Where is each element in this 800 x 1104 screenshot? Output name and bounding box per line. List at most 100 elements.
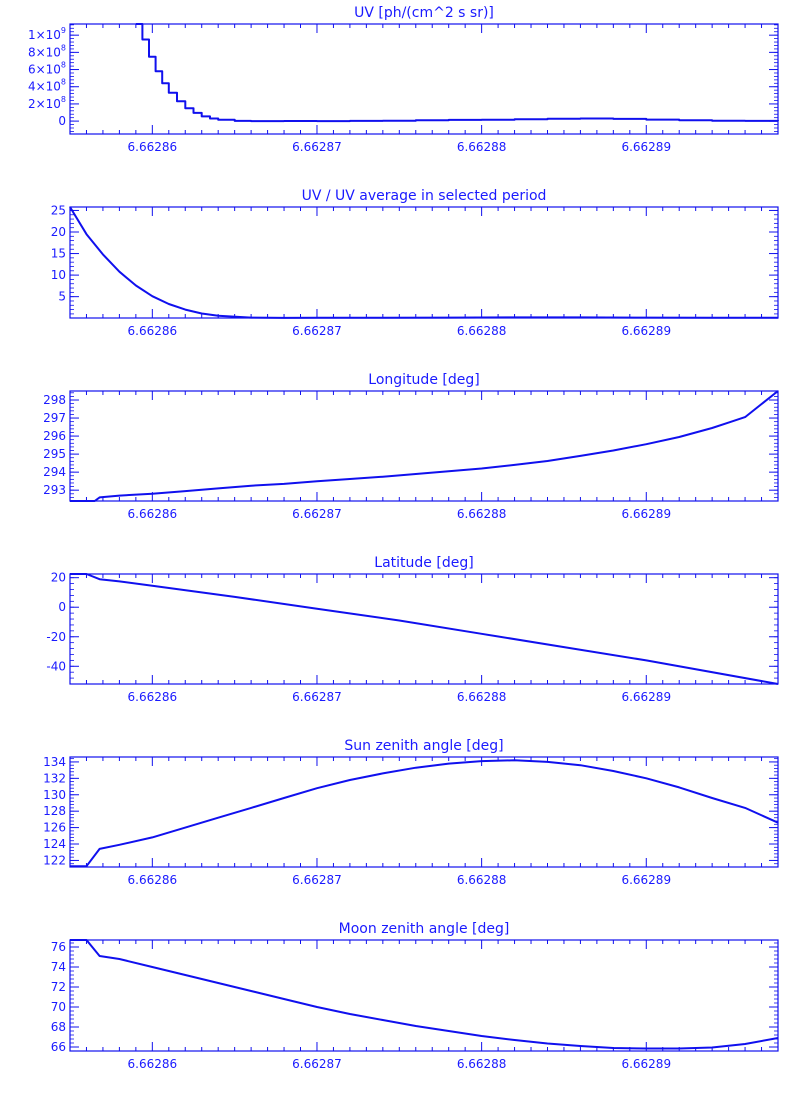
y-tick-label: 126: [43, 821, 66, 835]
x-tick-label: 6.66287: [292, 507, 342, 521]
x-tick-label: 6.66287: [292, 140, 342, 154]
y-tick-label: 6×108: [28, 61, 66, 77]
y-tick-base: 70: [51, 1000, 66, 1014]
y-tick-label: 297: [43, 411, 66, 425]
x-tick-label: 6.66289: [621, 507, 671, 521]
x-tick-label: 6.66286: [128, 140, 178, 154]
y-tick-base: 122: [43, 853, 66, 867]
series-line-2: [70, 390, 779, 502]
x-tick-label: 6.66287: [292, 690, 342, 704]
y-tick-label: 20: [51, 571, 66, 585]
y-tick-base: 2×10: [28, 97, 61, 111]
y-tick-label: 130: [43, 788, 66, 802]
x-tick-label: 6.66286: [128, 690, 178, 704]
y-tick-label: 68: [51, 1020, 66, 1034]
series-line-0: [135, 23, 779, 123]
chart-title-5: Moon zenith angle [deg]: [339, 921, 510, 937]
y-tick-label: 122: [43, 853, 66, 867]
y-tick-label: 294: [43, 465, 66, 479]
y-tick-label: 1×109: [28, 26, 66, 42]
y-tick-exponent: 9: [61, 26, 66, 35]
y-tick-base: 4×10: [28, 80, 61, 94]
chart-title-2: Longitude [deg]: [368, 372, 479, 388]
y-tick-label: 8×108: [28, 43, 66, 59]
y-tick-base: 128: [43, 804, 66, 818]
y-tick-label: 4×108: [28, 78, 66, 94]
x-tick-label: 6.66286: [128, 873, 178, 887]
y-tick-label: 0: [58, 114, 66, 128]
y-tick-base: 5: [58, 290, 66, 304]
y-tick-base: 124: [43, 837, 66, 851]
y-tick-base: -20: [46, 630, 66, 644]
y-tick-exponent: 8: [61, 95, 66, 104]
y-tick-base: 25: [51, 203, 66, 217]
y-tick-exponent: 8: [61, 43, 66, 52]
y-tick-label: 293: [43, 483, 66, 497]
x-tick-label: 6.66286: [128, 1057, 178, 1071]
y-tick-base: 0: [58, 114, 66, 128]
y-tick-base: 130: [43, 788, 66, 802]
y-tick-label: 66: [51, 1040, 66, 1054]
series-line-4: [70, 759, 779, 868]
y-tick-label: 124: [43, 837, 66, 851]
y-tick-label: 134: [43, 755, 66, 769]
y-tick-label: 72: [51, 980, 66, 994]
y-tick-label: -20: [46, 630, 66, 644]
y-tick-base: -40: [46, 659, 66, 673]
plot-frame-4: [69, 756, 779, 868]
y-tick-base: 298: [43, 393, 66, 407]
x-tick-label: 6.66287: [292, 873, 342, 887]
y-tick-base: 76: [51, 940, 66, 954]
chart-title-3: Latitude [deg]: [374, 555, 473, 571]
chart-title-0: UV [ph/(cm^2 s sr)]: [354, 5, 494, 21]
x-tick-label: 6.66288: [457, 140, 507, 154]
y-tick-label: 296: [43, 429, 66, 443]
y-tick-base: 20: [51, 571, 66, 585]
chart-title-4: Sun zenith angle [deg]: [344, 738, 503, 754]
plot-frame-2: [69, 390, 779, 502]
series-line-1: [69, 206, 778, 319]
y-tick-label: 5: [58, 290, 66, 304]
y-tick-exponent: 8: [61, 78, 66, 87]
y-tick-label: 15: [51, 247, 66, 261]
y-tick-base: 134: [43, 755, 66, 769]
y-tick-base: 293: [43, 483, 66, 497]
x-tick-label: 6.66286: [128, 324, 178, 338]
y-tick-base: 8×10: [28, 45, 61, 59]
plot-frame-5: [69, 939, 779, 1052]
x-tick-label: 6.66287: [292, 1057, 342, 1071]
y-tick-label: 25: [51, 203, 66, 217]
y-tick-base: 132: [43, 771, 66, 785]
x-tick-label: 6.66289: [621, 690, 671, 704]
chart-title-1: UV / UV average in selected period: [302, 188, 547, 204]
y-tick-base: 126: [43, 821, 66, 835]
x-tick-label: 6.66288: [457, 1057, 507, 1071]
y-tick-base: 0: [58, 600, 66, 614]
y-tick-label: 20: [51, 225, 66, 239]
plot-frame-1: [69, 206, 779, 319]
series-line-3: [70, 573, 779, 685]
y-tick-label: 2×108: [28, 95, 66, 111]
y-tick-base: 20: [51, 225, 66, 239]
y-tick-base: 6×10: [28, 63, 61, 77]
x-tick-label: 6.66289: [621, 324, 671, 338]
x-tick-label: 6.66288: [457, 507, 507, 521]
x-tick-label: 6.66289: [621, 1057, 671, 1071]
y-tick-label: 128: [43, 804, 66, 818]
x-tick-label: 6.66289: [621, 140, 671, 154]
y-tick-base: 297: [43, 411, 66, 425]
x-tick-label: 6.66288: [457, 690, 507, 704]
y-tick-base: 68: [51, 1020, 66, 1034]
y-tick-base: 15: [51, 247, 66, 261]
y-tick-base: 294: [43, 465, 66, 479]
y-tick-base: 74: [51, 960, 66, 974]
y-tick-label: 298: [43, 393, 66, 407]
y-tick-label: 132: [43, 771, 66, 785]
x-tick-label: 6.66289: [621, 873, 671, 887]
x-tick-label: 6.66287: [292, 324, 342, 338]
y-tick-base: 296: [43, 429, 66, 443]
y-tick-label: 76: [51, 940, 66, 954]
plot-frame-3: [69, 573, 779, 685]
